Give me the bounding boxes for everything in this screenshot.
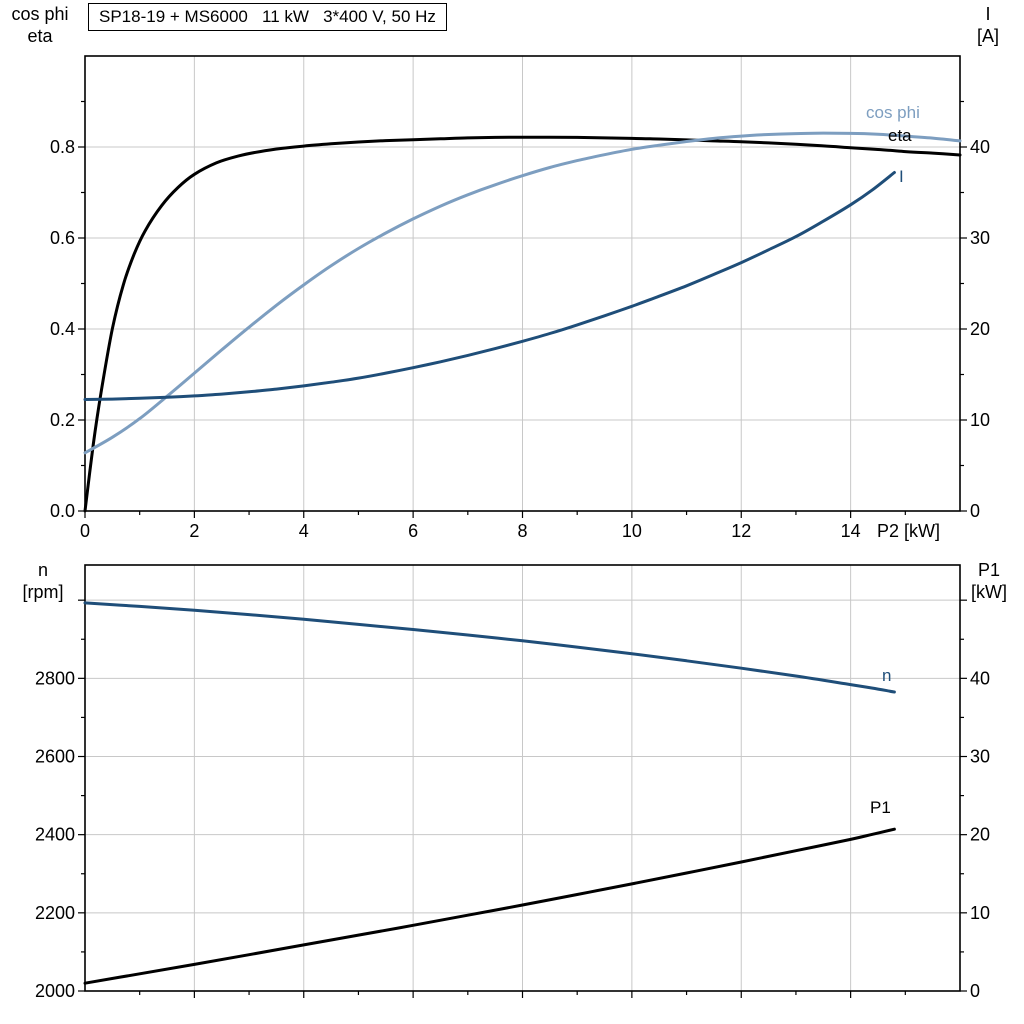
tick-label: 2800 <box>35 668 75 688</box>
tick-label: 12 <box>731 521 751 541</box>
tick-label: 8 <box>517 521 527 541</box>
tick-label: 10 <box>622 521 642 541</box>
series-i <box>83 171 896 401</box>
tick-label: 0 <box>970 981 980 1001</box>
tick-label: 14 <box>841 521 861 541</box>
curve-label-p1: P1 <box>870 798 891 817</box>
tick-label: 0.6 <box>50 228 75 248</box>
series-p1 <box>83 827 896 985</box>
axis-label-cos-phi: cos phi <box>11 4 69 24</box>
curve-label-speed: n <box>882 666 892 685</box>
axis-label-speed-unit: [rpm] <box>22 582 64 602</box>
curve-label-cos-phi: cos phi <box>866 103 920 122</box>
tick-label: 30 <box>970 228 990 248</box>
axis-label-speed: n <box>37 560 48 580</box>
tick-label: 2400 <box>35 825 75 845</box>
axis-label-current: I <box>985 4 991 24</box>
axis-layer: 2000 2200 2400 2600 2800 0 10 20 30 40 <box>35 564 990 1001</box>
series-eta <box>83 135 962 513</box>
x-axis-label: P2 [kW] <box>877 521 941 541</box>
top-right-axis-title: I [A] <box>958 3 1018 47</box>
axis-label-current-unit: [A] <box>976 26 999 46</box>
bottom-right-axis-title: P1 [kW] <box>958 559 1020 603</box>
tick-label: 0.0 <box>50 501 75 521</box>
tick-label: 40 <box>970 668 990 688</box>
tick-label: 0.8 <box>50 137 75 157</box>
axis-label-p1-unit: [kW] <box>971 582 1007 602</box>
tick-label: 0 <box>970 501 980 521</box>
tick-label: 10 <box>970 410 990 430</box>
axis-layer: 0 2 4 6 8 10 12 14 0.0 0.2 0.4 0.6 0.8 0 10 20 30 40 <box>50 55 990 541</box>
axis-label-p1: P1 <box>977 560 1001 580</box>
tick-label: 30 <box>970 747 990 767</box>
bottom-left-axis-title: n [rpm] <box>8 559 78 603</box>
tick-label: 20 <box>970 825 990 845</box>
grid-layer <box>85 56 960 511</box>
tick-label: 4 <box>299 521 309 541</box>
chart-title: SP18-19 + MS6000 11 kW 3*400 V, 50 Hz <box>88 3 447 31</box>
tick-label: 40 <box>970 137 990 157</box>
top-left-axis-title: cos phi eta <box>6 3 74 47</box>
tick-label: 2600 <box>35 747 75 767</box>
tick-label: 0 <box>80 521 90 541</box>
tick-label: 0.4 <box>50 319 75 339</box>
tick-label: 2200 <box>35 903 75 923</box>
tick-label: 0.2 <box>50 410 75 430</box>
curve-label-current: I <box>899 167 904 186</box>
series-cos-phi <box>83 131 962 455</box>
tick-label: 10 <box>970 903 990 923</box>
curve-label-eta: eta <box>888 126 912 145</box>
tick-label: 2 <box>189 521 199 541</box>
axis-label-eta: eta <box>27 26 53 46</box>
series-n <box>83 601 896 694</box>
tick-label: 2000 <box>35 981 75 1001</box>
tick-label: 20 <box>970 319 990 339</box>
tick-label: 6 <box>408 521 418 541</box>
grid-layer <box>85 565 960 991</box>
